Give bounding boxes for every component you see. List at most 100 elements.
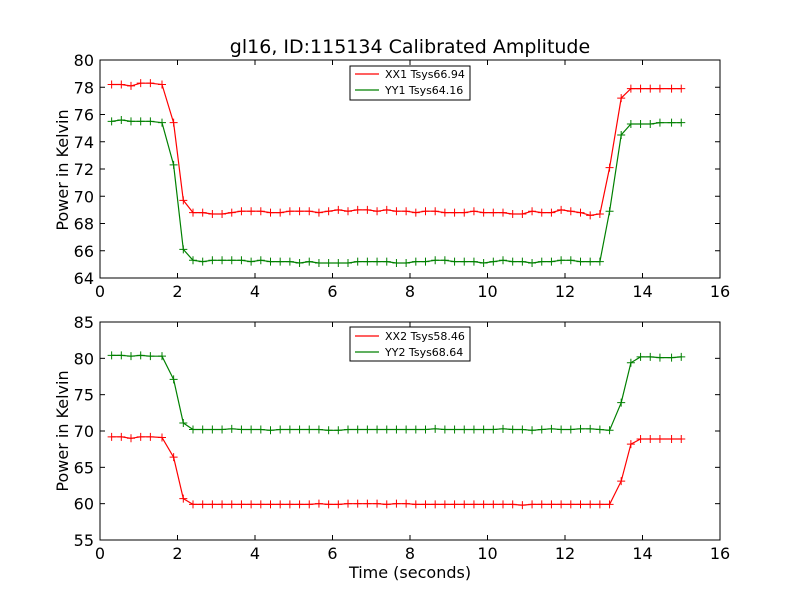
top-chart-data-point-xx1 bbox=[411, 208, 420, 217]
top-chart-data-point-xx1 bbox=[146, 79, 155, 88]
top-chart-data-point-yy1 bbox=[373, 257, 382, 266]
top-chart-data-point-xx1 bbox=[547, 208, 556, 217]
bottom-chart-x-tick-label: 6 bbox=[327, 544, 337, 563]
bottom-chart-ticks: 0 2 4 6 8 10 12 14 16 55 60 65 70 75 80 85 bbox=[74, 313, 731, 563]
bottom-chart-data-point-xx2 bbox=[626, 440, 635, 449]
bottom-chart-data-point-xx2 bbox=[169, 453, 178, 462]
top-chart-data-point-xx1 bbox=[334, 205, 343, 214]
bottom-chart-data-point-yy2 bbox=[314, 425, 323, 434]
bottom-chart-data-point-yy2 bbox=[179, 419, 188, 428]
bottom-chart-data-point-yy2 bbox=[626, 358, 635, 367]
bottom-chart-data-point-yy2 bbox=[227, 424, 236, 433]
top-chart-data-point-yy1 bbox=[314, 259, 323, 268]
top-chart-data-point-yy1 bbox=[469, 257, 478, 266]
bottom-chart-data-point-yy2 bbox=[198, 425, 207, 434]
top-chart-data-point-yy1 bbox=[208, 256, 217, 265]
bottom-chart-data-point-yy2 bbox=[557, 425, 566, 434]
bottom-chart-data-point-xx2 bbox=[146, 432, 155, 441]
bottom-chart-y-tick-label: 65 bbox=[74, 458, 94, 477]
bottom-chart-data-point-xx2 bbox=[479, 500, 488, 509]
top-chart-data-point-yy1 bbox=[392, 259, 401, 268]
top-chart-data-point-yy1 bbox=[460, 257, 469, 266]
bottom-chart-data-point-yy2 bbox=[146, 352, 155, 361]
bottom-chart-data-point-yy2 bbox=[547, 424, 556, 433]
top-chart-data-point-yy1 bbox=[479, 259, 488, 268]
bottom-chart-data-point-xx2 bbox=[557, 500, 566, 509]
top-chart-data-point-xx1 bbox=[499, 208, 507, 217]
top-chart-title: gl16, ID:115134 Calibrated Amplitude bbox=[230, 36, 590, 58]
top-chart-data-point-yy1 bbox=[421, 257, 430, 266]
top-chart-data-point-yy1 bbox=[276, 257, 285, 266]
bottom-chart-data-point-xx2 bbox=[431, 500, 440, 509]
top-chart-data-point-yy1 bbox=[237, 256, 246, 265]
bottom-chart-data-point-yy2 bbox=[285, 425, 294, 434]
top-chart-data-point-xx1 bbox=[324, 207, 333, 216]
top-chart-data-point-yy1 bbox=[324, 259, 333, 268]
top-chart-y-tick-label: 68 bbox=[74, 215, 94, 234]
top-chart-data-point-xx1 bbox=[285, 207, 294, 216]
bottom-chart-data-point-xx2 bbox=[586, 500, 595, 509]
top-chart-data-point-xx1 bbox=[667, 84, 676, 93]
bottom-chart-data-point-yy2 bbox=[402, 425, 411, 434]
bottom-chart-data-point-yy2 bbox=[344, 425, 352, 434]
top-chart-legend: XX1 Tsys66.94 YY1 Tsys64.16 bbox=[349, 65, 471, 101]
bottom-chart-data-point-xx2 bbox=[382, 500, 391, 509]
bottom-chart-data-point-xx2 bbox=[460, 500, 469, 509]
bottom-chart-data-point-xx2 bbox=[566, 500, 575, 509]
bottom-chart-data-point-yy2 bbox=[566, 425, 575, 434]
top-chart-data-point-yy1 bbox=[169, 160, 178, 169]
top-chart-x-tick-label: 4 bbox=[250, 282, 260, 301]
top-chart-legend-box bbox=[349, 65, 471, 101]
bottom-chart-x-tick-label: 12 bbox=[555, 544, 575, 563]
bottom-chart-data-point-xx2 bbox=[295, 500, 304, 509]
top-chart-data-point-xx1 bbox=[227, 208, 236, 217]
bottom-chart-data-point-yy2 bbox=[605, 426, 614, 435]
bottom-chart-data-point-xx2 bbox=[450, 500, 459, 509]
bottom-chart-data-point-yy2 bbox=[158, 352, 166, 361]
top-chart-data-point-yy1 bbox=[605, 207, 614, 216]
bottom-chart-data-point-yy2 bbox=[440, 425, 449, 434]
top-chart-data-point-yy1 bbox=[334, 259, 343, 268]
top-chart-data-point-yy1 bbox=[305, 257, 314, 266]
top-chart-data-point-xx1 bbox=[479, 208, 488, 217]
top-chart-data-point-xx1 bbox=[117, 80, 126, 89]
top-chart-data-point-yy1 bbox=[344, 259, 352, 268]
bottom-chart-legend-label-yy2: YY2 Tsys68.64 bbox=[384, 346, 463, 359]
bottom-chart-data-point-xx2 bbox=[237, 500, 246, 509]
bottom-chart-data-point-yy2 bbox=[479, 425, 488, 434]
top-chart-data-point-xx1 bbox=[107, 80, 116, 89]
bottom-chart-data-point-yy2 bbox=[421, 425, 430, 434]
top-chart-data-point-yy1 bbox=[431, 256, 440, 265]
bottom-chart-data-point-xx2 bbox=[256, 500, 265, 509]
bottom-chart-data-point-yy2 bbox=[127, 352, 135, 361]
top-chart-data-point-xx1 bbox=[528, 207, 537, 216]
bottom-chart-data-point-yy2 bbox=[107, 351, 116, 360]
top-chart-data-point-xx1 bbox=[169, 118, 178, 127]
top-chart-data-point-xx1 bbox=[460, 208, 469, 217]
bottom-chart-data-point-xx2 bbox=[189, 500, 197, 509]
top-chart-series bbox=[107, 79, 686, 268]
top-chart-y-tick-label: 76 bbox=[74, 106, 94, 125]
top-chart-data-point-xx1 bbox=[392, 207, 401, 216]
bottom-chart-legend-box bbox=[349, 326, 471, 362]
bottom-chart-data-point-xx2 bbox=[218, 500, 227, 509]
bottom-chart-data-point-yy2 bbox=[266, 426, 275, 435]
bottom-chart-series bbox=[107, 351, 686, 510]
bottom-chart-data-point-xx2 bbox=[334, 500, 343, 509]
bottom-chart-x-tick-label: 8 bbox=[405, 544, 415, 563]
top-chart-data-point-xx1 bbox=[256, 207, 265, 216]
top-chart-legend-label-xx1: XX1 Tsys66.94 bbox=[385, 68, 465, 81]
bottom-chart-data-point-xx2 bbox=[392, 499, 401, 508]
bottom-chart-y-tick-label: 55 bbox=[74, 531, 94, 550]
top-chart-data-point-xx1 bbox=[136, 79, 145, 88]
top-chart-data-point-yy1 bbox=[117, 115, 126, 124]
bottom-chart-data-point-yy2 bbox=[508, 425, 517, 434]
top-chart-data-point-yy1 bbox=[295, 259, 304, 268]
top-chart-y-tick-label: 78 bbox=[74, 78, 94, 97]
top-chart-x-tick-label: 8 bbox=[405, 282, 415, 301]
bottom-chart-data-point-xx2 bbox=[489, 500, 498, 509]
top-chart-legend-label-yy1: YY1 Tsys64.16 bbox=[384, 84, 463, 97]
top-chart-y-tick-label: 72 bbox=[74, 160, 94, 179]
top-chart-x-tick-label: 14 bbox=[632, 282, 652, 301]
